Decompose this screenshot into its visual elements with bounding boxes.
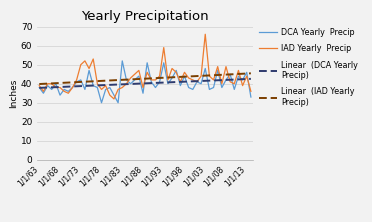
DCA Yearly  Precip [120, 59, 125, 62]
DCA Yearly  Precip [116, 101, 120, 104]
IAD Yearly  Precip [178, 81, 183, 83]
DCA Yearly  Precip [37, 86, 42, 89]
IAD Yearly  Precip [153, 79, 158, 81]
Linear  (IAD Yearly
Precip) [166, 76, 170, 79]
Legend: DCA Yearly  Precip, IAD Yearly  Precip, Linear  (DCA Yearly
Precip), Linear  (IA: DCA Yearly Precip, IAD Yearly Precip, Li… [259, 28, 358, 107]
Line: DCA Yearly  Precip: DCA Yearly Precip [39, 61, 251, 103]
DCA Yearly  Precip [99, 101, 104, 104]
IAD Yearly  Precip [116, 88, 120, 91]
IAD Yearly  Precip [112, 98, 116, 100]
Linear  (IAD Yearly
Precip) [232, 73, 237, 75]
Line: Linear  (DCA Yearly
Precip): Linear (DCA Yearly Precip) [39, 79, 251, 88]
DCA Yearly  Precip [157, 81, 162, 83]
Linear  (IAD Yearly
Precip) [137, 78, 141, 80]
Linear  (IAD Yearly
Precip) [174, 76, 179, 78]
Linear  (DCA Yearly
Precip) [248, 77, 253, 80]
IAD Yearly  Precip [54, 86, 58, 89]
Title: Yearly Precipitation: Yearly Precipitation [81, 10, 209, 23]
Linear  (DCA Yearly
Precip) [37, 87, 42, 89]
Linear  (DCA Yearly
Precip) [112, 83, 116, 86]
Linear  (DCA Yearly
Precip) [54, 86, 58, 89]
IAD Yearly  Precip [141, 86, 145, 89]
DCA Yearly  Precip [182, 75, 187, 77]
Y-axis label: Inches: Inches [9, 79, 18, 108]
Line: Linear  (IAD Yearly
Precip): Linear (IAD Yearly Precip) [39, 73, 251, 84]
Linear  (IAD Yearly
Precip) [248, 72, 253, 75]
DCA Yearly  Precip [248, 96, 253, 98]
DCA Yearly  Precip [145, 61, 150, 64]
IAD Yearly  Precip [203, 33, 208, 36]
IAD Yearly  Precip [37, 84, 42, 87]
Line: IAD Yearly  Precip: IAD Yearly Precip [39, 34, 251, 99]
Linear  (DCA Yearly
Precip) [174, 81, 179, 83]
Linear  (DCA Yearly
Precip) [166, 81, 170, 84]
DCA Yearly  Precip [54, 82, 58, 85]
Linear  (DCA Yearly
Precip) [232, 78, 237, 81]
Linear  (IAD Yearly
Precip) [112, 79, 116, 81]
DCA Yearly  Precip [174, 69, 179, 72]
Linear  (IAD Yearly
Precip) [54, 82, 58, 85]
IAD Yearly  Precip [248, 90, 253, 93]
Linear  (DCA Yearly
Precip) [137, 82, 141, 85]
IAD Yearly  Precip [170, 67, 174, 70]
Linear  (IAD Yearly
Precip) [37, 83, 42, 85]
